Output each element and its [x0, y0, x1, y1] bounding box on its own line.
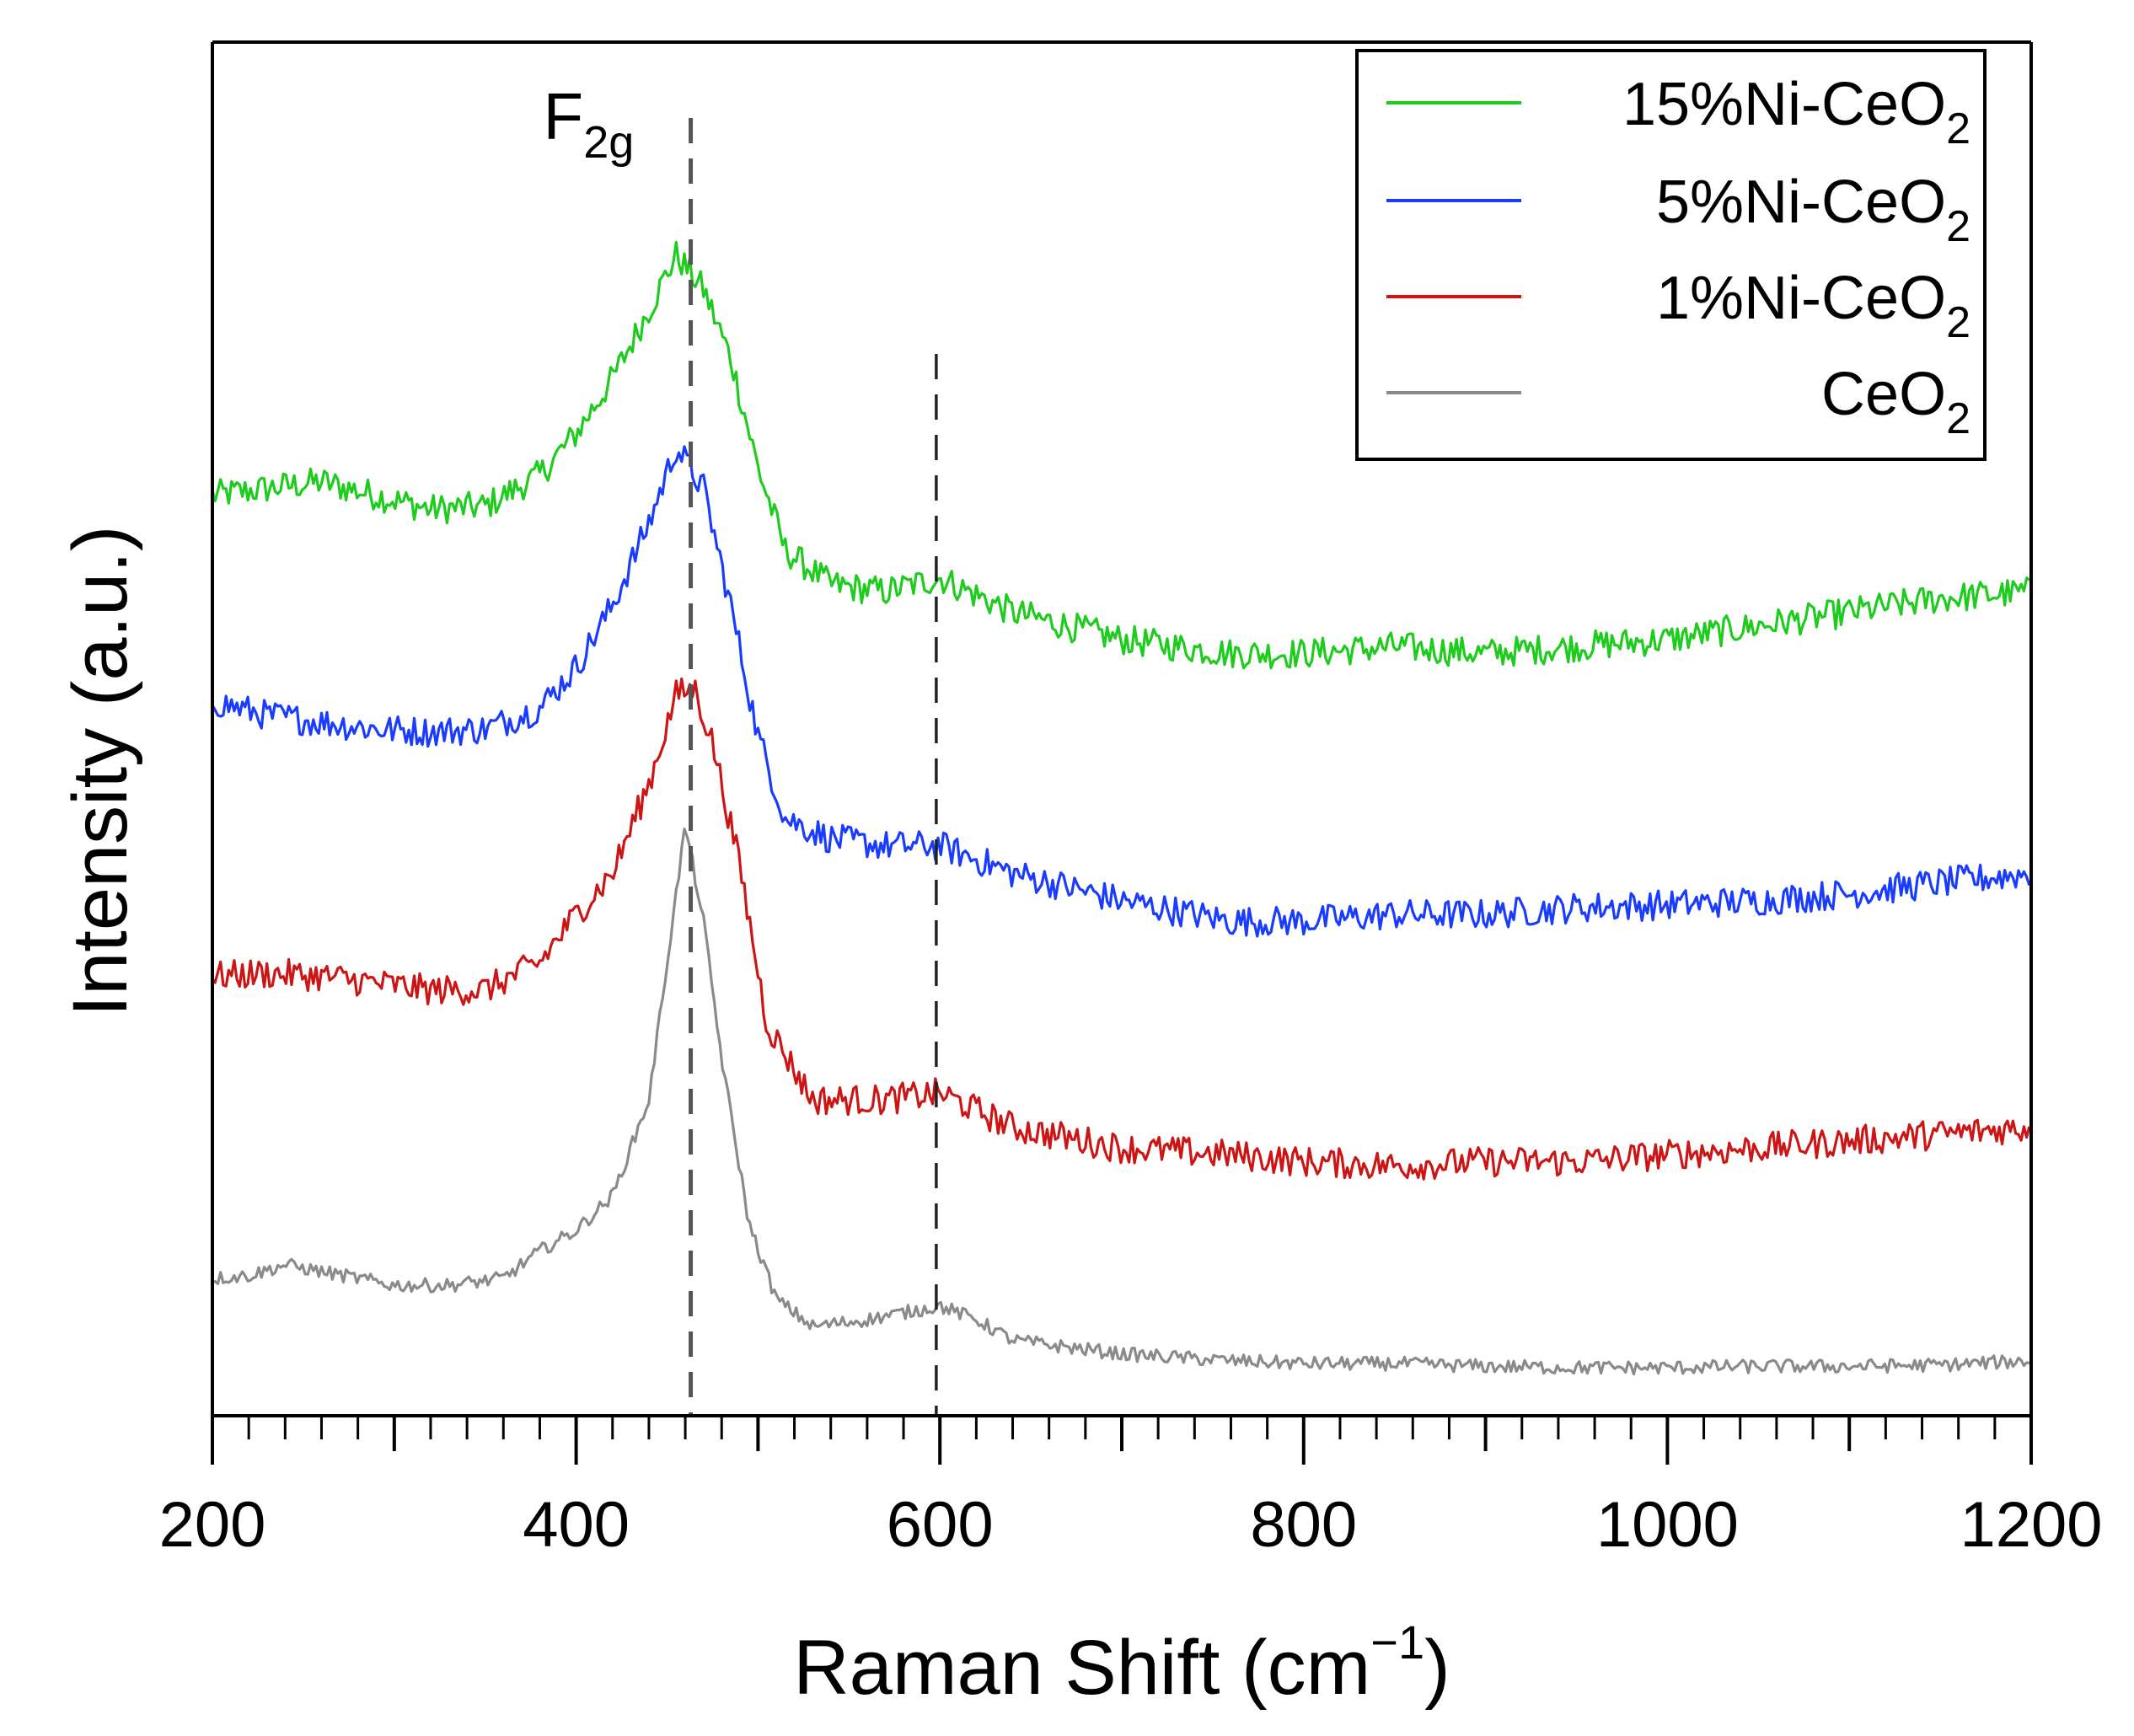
f2g-annotation: F2g [544, 79, 635, 168]
legend-label: 5%Ni-CeO2 [1656, 169, 1970, 251]
series-line-3 [212, 827, 2029, 1376]
legend-label-main: 5%Ni-CeO [1656, 169, 1946, 236]
x-axis-title-main: Raman Shift (cm [793, 1625, 1370, 1711]
series-layer [211, 240, 2031, 1376]
legend-label-subscript: 2 [1946, 104, 1970, 153]
legend-label-subscript: 2 [1946, 202, 1970, 251]
x-tick-label: 400 [523, 1489, 630, 1561]
legend-label-main: CeO [1821, 361, 1946, 428]
x-axis-title: Raman Shift (cm−1) [793, 1615, 1450, 1711]
legend-label: CeO2 [1821, 361, 1970, 443]
series-line-1 [211, 445, 2031, 938]
legend-label-subscript: 2 [1946, 394, 1970, 443]
x-tick-label: 1000 [1596, 1489, 1739, 1561]
y-axis-title: Intensity (a.u.) [57, 526, 143, 1017]
series-line-0 [211, 240, 2030, 670]
x-tick-label: 200 [159, 1489, 266, 1561]
axes-layer [211, 40, 2033, 1465]
f2g-annotation-subscript: 2g [583, 117, 634, 168]
x-tick-label: 800 [1250, 1489, 1357, 1561]
legend-label: 15%Ni-CeO2 [1622, 71, 1970, 153]
legend-label-main: 1%Ni-CeO [1656, 265, 1946, 332]
legend-label: 1%Ni-CeO2 [1656, 265, 1970, 347]
x-tick-label: 1200 [1960, 1489, 2102, 1561]
text-layer: 200 400 600 800 1000 1200 Raman Shift (cm−1) In… [57, 79, 2103, 1711]
x-axis-title-close: ) [1424, 1625, 1450, 1711]
legend-label-main: 15%Ni-CeO [1622, 71, 1946, 138]
x-tick-label: 600 [887, 1489, 994, 1561]
reference-lines-layer [689, 118, 938, 1416]
series-line-2 [211, 677, 2031, 1181]
legend-label-subscript: 2 [1946, 298, 1970, 347]
x-axis-title-superscript: −1 [1370, 1615, 1424, 1669]
f2g-annotation-main: F [544, 79, 584, 153]
